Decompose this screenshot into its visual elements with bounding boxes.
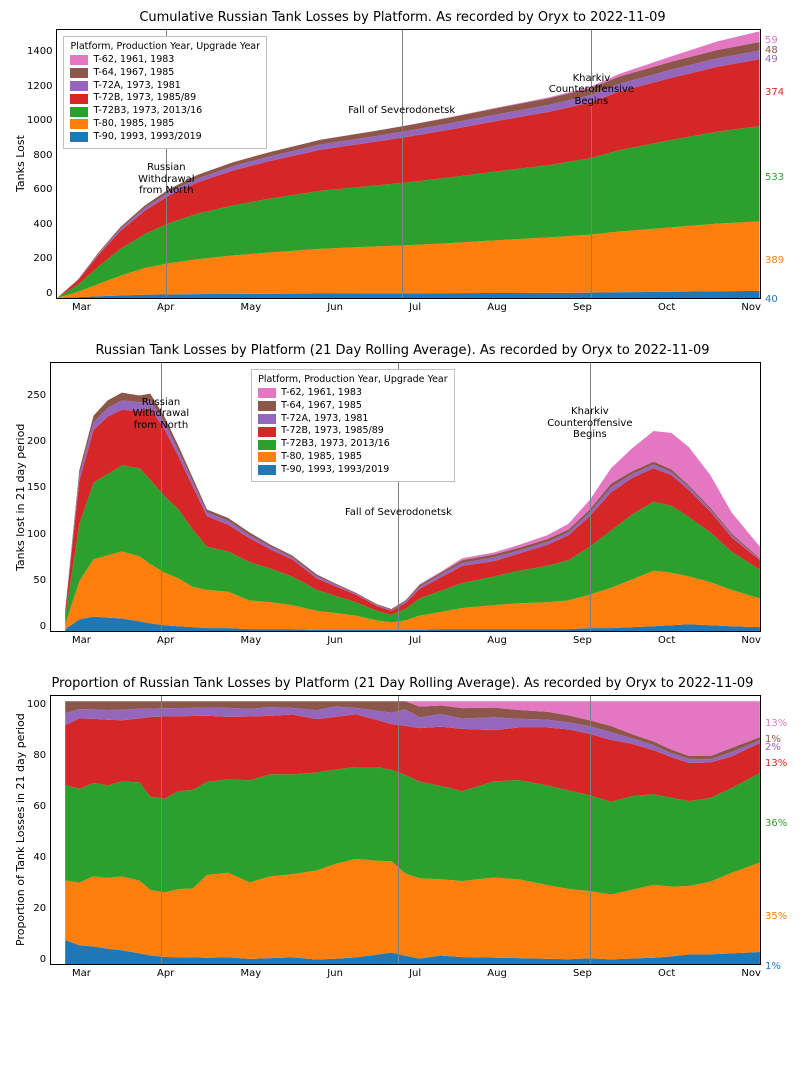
end-label: 49 xyxy=(765,55,778,65)
event-line xyxy=(398,696,399,964)
x-axis-ticks: MarAprMayJunJulAugSepOctNov xyxy=(10,299,795,313)
legend: Platform, Production Year, Upgrade Year T… xyxy=(251,369,455,482)
event-line xyxy=(591,30,592,298)
legend-item: T-90, 1993, 1993/2019 xyxy=(258,464,448,477)
end-label: 35% xyxy=(765,912,787,922)
end-label: 36% xyxy=(765,819,787,829)
legend-item: T-64, 1967, 1985 xyxy=(258,400,448,413)
legend-item: T-72B, 1973, 1985/89 xyxy=(258,425,448,438)
plot-area xyxy=(50,695,761,965)
end-label: 40 xyxy=(765,295,778,305)
event-label: Russian Withdrawal from North xyxy=(138,162,194,197)
legend-item: T-90, 1993, 1993/2019 xyxy=(70,131,260,144)
end-label: 374 xyxy=(765,88,784,98)
plot-area: Russian Withdrawal from North Fall of Sev… xyxy=(56,29,761,299)
y-axis-label: Tanks Lost xyxy=(10,29,27,299)
chart-title: Russian Tank Losses by Platform (21 Day … xyxy=(10,343,795,358)
legend-item: T-72B, 1973, 1985/89 xyxy=(70,92,260,105)
legend-item: T-80, 1985, 1985 xyxy=(258,451,448,464)
end-label: 533 xyxy=(765,173,784,183)
chart-panel: Russian Tank Losses by Platform (21 Day … xyxy=(10,343,795,646)
end-label: 13% xyxy=(765,759,787,769)
event-line xyxy=(402,30,403,298)
legend-item: T-62, 1961, 1983 xyxy=(70,54,260,67)
legend: Platform, Production Year, Upgrade Year T… xyxy=(63,36,267,149)
legend-item: T-72B3, 1973, 2013/16 xyxy=(258,438,448,451)
event-line xyxy=(590,696,591,964)
x-axis-ticks: MarAprMayJunJulAugSepOctNov xyxy=(10,632,795,646)
event-label: Kharkiv Counteroffensive Begins xyxy=(547,406,632,441)
legend-item: T-72A, 1973, 1981 xyxy=(258,413,448,426)
end-label: 13% xyxy=(765,719,787,729)
chart-panel: Proportion of Russian Tank Losses by Pla… xyxy=(10,676,795,979)
y-axis-label: Tanks lost in 21 day period xyxy=(10,362,27,632)
event-line xyxy=(161,696,162,964)
legend-title: Platform, Production Year, Upgrade Year xyxy=(70,41,260,52)
end-label: 389 xyxy=(765,256,784,266)
legend-item: T-72B3, 1973, 2013/16 xyxy=(70,105,260,118)
legend-item: T-64, 1967, 1985 xyxy=(70,67,260,80)
event-label: Kharkiv Counteroffensive Begins xyxy=(549,73,634,108)
y-axis-ticks: 1400120010008006004002000 xyxy=(27,29,56,299)
event-label: Fall of Severodonetsk xyxy=(348,105,455,117)
chart-title: Cumulative Russian Tank Losses by Platfo… xyxy=(10,10,795,25)
y-axis-ticks: 250200150100500 xyxy=(27,362,50,632)
legend-item: T-72A, 1973, 1981 xyxy=(70,80,260,93)
end-label: 2% xyxy=(765,743,781,753)
plot-area: Russian Withdrawal from North Fall of Sev… xyxy=(50,362,761,632)
event-line xyxy=(590,363,591,631)
legend-title: Platform, Production Year, Upgrade Year xyxy=(258,374,448,385)
x-axis-ticks: MarAprMayJunJulAugSepOctNov xyxy=(10,965,795,979)
y-axis-ticks: 100806040200 xyxy=(27,695,50,965)
legend-item: T-62, 1961, 1983 xyxy=(258,387,448,400)
chart-title: Proportion of Russian Tank Losses by Pla… xyxy=(10,676,795,691)
end-value-labels xyxy=(761,362,795,632)
y-axis-label: Proportion of Tank Losses in 21 day peri… xyxy=(10,695,27,965)
event-label: Fall of Severodonetsk xyxy=(345,507,452,519)
legend-item: T-80, 1985, 1985 xyxy=(70,118,260,131)
chart-panel: Cumulative Russian Tank Losses by Platfo… xyxy=(10,10,795,313)
end-value-labels: 59484937453338940 xyxy=(761,29,795,299)
end-value-labels: 13%1%2%13%36%35%1% xyxy=(761,695,795,965)
event-label: Russian Withdrawal from North xyxy=(133,397,189,432)
end-label: 1% xyxy=(765,962,781,972)
